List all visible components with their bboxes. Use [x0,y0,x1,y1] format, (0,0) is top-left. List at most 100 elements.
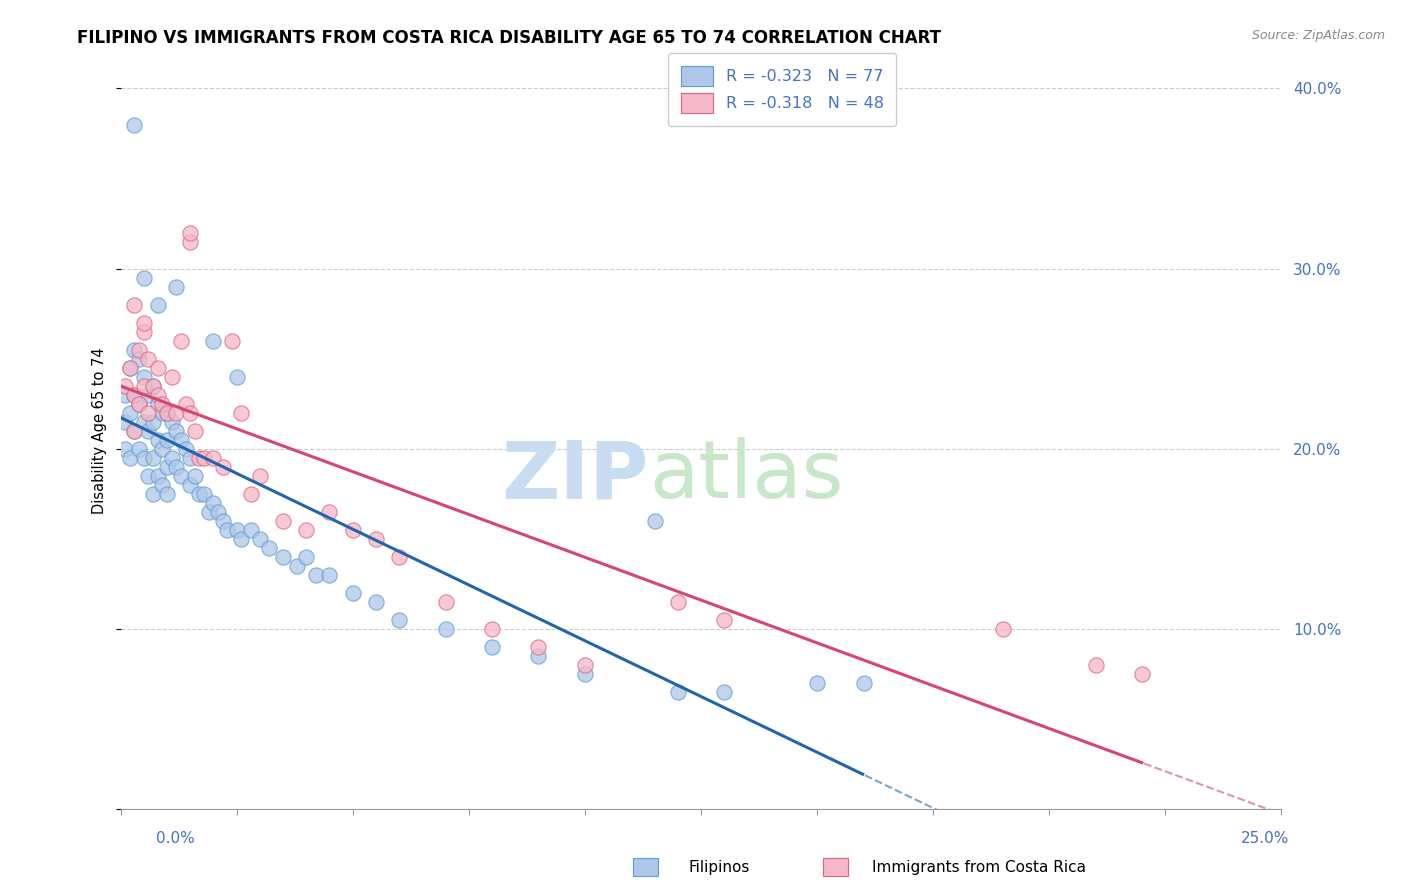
Point [304,567,326,582]
Point [225,523,247,537]
Point [318,505,340,519]
Point [342,523,364,537]
Point [165,406,187,420]
Point [434,622,457,636]
Legend: R = -0.323   N = 77, R = -0.318   N = 48: R = -0.323 N = 77, R = -0.318 N = 48 [668,53,897,126]
Point [142,450,165,465]
Point [132,325,155,339]
Point [527,640,550,654]
Text: FILIPINO VS IMMIGRANTS FROM COSTA RICA DISABILITY AGE 65 TO 74 CORRELATION CHART: FILIPINO VS IMMIGRANTS FROM COSTA RICA D… [77,29,942,46]
Point [118,360,141,375]
Point [124,424,146,438]
Point [249,532,271,546]
Point [138,424,160,438]
Point [132,270,155,285]
Text: Immigrants from Costa Rica: Immigrants from Costa Rica [872,860,1085,874]
Point [188,487,211,501]
Point [202,450,225,465]
Point [197,505,219,519]
Point [150,477,173,491]
Point [160,369,183,384]
Point [991,622,1014,636]
Text: 0.0%: 0.0% [156,831,195,846]
Point [202,334,225,348]
Point [574,667,596,681]
Point [114,415,136,429]
Point [179,450,201,465]
Point [170,433,193,447]
Point [184,468,207,483]
Point [806,676,828,690]
Point [118,406,141,420]
Point [257,541,280,555]
Point [1130,667,1153,681]
Point [128,397,150,411]
Point [574,657,596,672]
Point [271,549,294,564]
Point [239,523,262,537]
Point [179,235,201,249]
Point [239,487,262,501]
Point [128,442,150,456]
Point [295,523,318,537]
Point [128,351,150,366]
Point [713,613,735,627]
Point [124,424,146,438]
Point [114,387,136,401]
Point [124,387,146,401]
Text: 25.0%: 25.0% [1241,831,1289,846]
Point [211,514,233,528]
Text: Filipinos: Filipinos [689,860,751,874]
Point [132,450,155,465]
Point [132,378,155,392]
Point [165,279,187,293]
Point [713,685,735,699]
Point [156,487,179,501]
Point [146,468,169,483]
Point [128,397,150,411]
Point [146,387,169,401]
Point [174,397,197,411]
Point [179,226,201,240]
Point [160,415,183,429]
Point [118,450,141,465]
Text: Source: ZipAtlas.com: Source: ZipAtlas.com [1251,29,1385,42]
Point [1084,657,1107,672]
Point [295,549,318,564]
Point [165,459,187,474]
Point [170,334,193,348]
Point [150,442,173,456]
Point [388,549,411,564]
Point [165,424,187,438]
Point [666,685,689,699]
Point [138,351,160,366]
Point [364,532,387,546]
Point [146,433,169,447]
Point [138,468,160,483]
Text: atlas: atlas [648,437,844,515]
Point [225,369,247,384]
Point [179,406,201,420]
Point [249,468,271,483]
Point [132,369,155,384]
Point [156,406,179,420]
Point [285,558,308,573]
Point [481,622,503,636]
Point [124,118,146,132]
Point [124,387,146,401]
Point [114,378,136,392]
Point [221,334,243,348]
Point [142,487,165,501]
Point [150,406,173,420]
Point [142,378,165,392]
Point [207,505,229,519]
Point [142,378,165,392]
Point [852,676,875,690]
Point [231,532,253,546]
Point [231,406,253,420]
Point [142,415,165,429]
Point [114,442,136,456]
Point [188,450,211,465]
Point [160,450,183,465]
Point [150,397,173,411]
